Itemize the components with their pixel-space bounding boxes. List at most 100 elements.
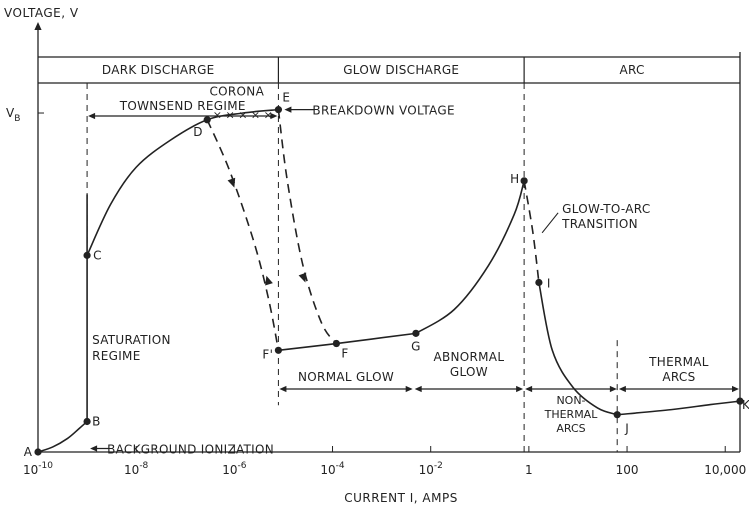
annotation-arrowhead-0 [284,106,292,113]
y-axis-title: VOLTAGE, V [4,6,79,20]
point-Fprime [274,346,283,354]
region-label-2: ARC [619,63,644,77]
point-E [274,106,283,114]
x-tick-label-6: 100 [616,463,639,477]
x-tick-exponent-4: -2 [434,461,443,471]
annotation-leader-3 [541,212,559,234]
point-F [332,339,341,348]
x-tick-base-4: 10 [419,463,434,477]
subregion-label-0: TOWNSEND REGIME [119,99,246,113]
curve-segment-9 [617,400,741,416]
x-tick-base-6: 100 [616,463,639,477]
y-tick-label-0: VB [6,106,20,124]
subregion-arrow-4-left-head [618,385,626,393]
x-tick-base-3: 10 [320,463,335,477]
x-tick-label-4: 10-2 [419,461,443,477]
curve-segment-7 [523,180,540,283]
annotation-0: BREAKDOWN VOLTAGE [312,104,454,118]
subregion-label-1: NORMAL GLOW [298,370,394,384]
x-tick-exponent-0: -10 [38,461,53,471]
subregion-label-4-0: THERMAL [648,355,709,369]
curve-segment-2 [86,108,279,256]
subregion-label-2-0: ABNORMAL [433,350,504,364]
point-label-E: E [282,91,290,105]
point-label-B: B [92,414,101,428]
x-tick-exponent-3: -4 [336,461,345,471]
x-axis-title: CURRENT I, AMPS [344,491,458,505]
point-C [83,251,91,259]
region-labels: DARK DISCHARGE GLOW DISCHARGE ARC [102,57,644,83]
x-tick-label-1: 10-8 [124,461,149,477]
subregion-label-3-0: NON- [556,394,585,407]
x-tick-base-5: 1 [525,463,533,477]
point-D [203,116,211,124]
x-tick-label-5: 1 [525,463,533,477]
subregion-arrow-2-right-head [516,385,524,393]
x-tick-label-0: 10-10 [23,461,53,477]
y-tick-subscript-0: B [14,114,20,124]
point-label-G: G [411,339,421,353]
region-label-0: DARK DISCHARGE [102,63,215,77]
point-label-A: A [24,445,33,459]
curve-series [37,108,741,453]
point-label-I: I [547,277,551,291]
subregion-arrow-3-right-head [609,385,617,393]
region-label-1: GLOW DISCHARGE [343,63,459,77]
curve-segment-4 [206,119,280,351]
point-K [736,397,744,405]
curve-points: A B C D E F' F G H I J K [24,91,749,459]
curve-segment-0 [37,420,88,453]
annotation-1: BACKGROUND IONIZATION [107,442,274,456]
point-label-H: H [510,172,519,186]
subregion-arrow-0-left-head [88,112,96,120]
curve-direction-arrow-1 [265,275,273,286]
subregion-arrow-3-left-head [525,385,533,393]
x-tick-exponent-2: -6 [237,461,246,471]
point-J [613,411,621,419]
annotation-3-0: GLOW-TO-ARC [562,202,650,216]
point-G [412,329,420,337]
point-I [535,278,543,287]
subregion-label-2-1: GLOW [450,365,488,379]
subregion-arrow-4-right-head [732,385,739,393]
point-label-F: F [341,347,348,361]
subregion-arrow-1-left-head [279,385,287,393]
x-tick-base-0: 10 [23,463,38,477]
point-label-J: J [624,422,629,436]
x-tick-label-2: 10-6 [222,461,247,477]
subregion-arrow-2-left-head [414,385,422,393]
subregion-label-3-1: THERMAL [544,408,599,421]
subregion-arrow-0-right-head [270,112,278,120]
point-B [83,417,91,426]
x-tick-label-7: 10,000 [704,463,746,477]
annotations: CORONA × × × × × BREAKDOWN VOLTAGE BACKGROU… [90,85,650,456]
subregion-label-4-1: ARCS [662,370,695,384]
x-tick-base-7: 10,000 [704,463,746,477]
curve-direction-arrow-2 [298,272,307,283]
curve-segment-3 [277,109,338,345]
y-tick-base-0: V [6,106,15,120]
corona-label: CORONA [210,85,265,99]
annotation-2-0: SATURATION [92,333,171,347]
curve-segment-8 [538,282,618,416]
point-label-C: C [93,248,102,262]
curve-direction-arrow-0 [227,177,236,188]
subregion-label-3-2: ARCS [556,422,585,435]
point-label-K: K [742,398,749,412]
point-label-D: D [193,125,203,139]
annotation-3-1: TRANSITION [561,217,638,231]
x-tick-base-1: 10 [124,463,139,477]
annotation-2-1: REGIME [92,349,141,363]
y-axis-arrowhead [34,22,42,30]
annotation-arrowhead-1 [90,445,98,452]
point-label-Fprime: F' [262,347,273,361]
curve-segment-6 [415,180,525,335]
subregion-arrow-1-right-head [405,385,413,393]
point-H [520,177,528,185]
x-tick-exponent-1: -8 [139,461,148,471]
corona-marks: × × × × × [213,109,273,122]
x-tick-base-2: 10 [222,463,237,477]
